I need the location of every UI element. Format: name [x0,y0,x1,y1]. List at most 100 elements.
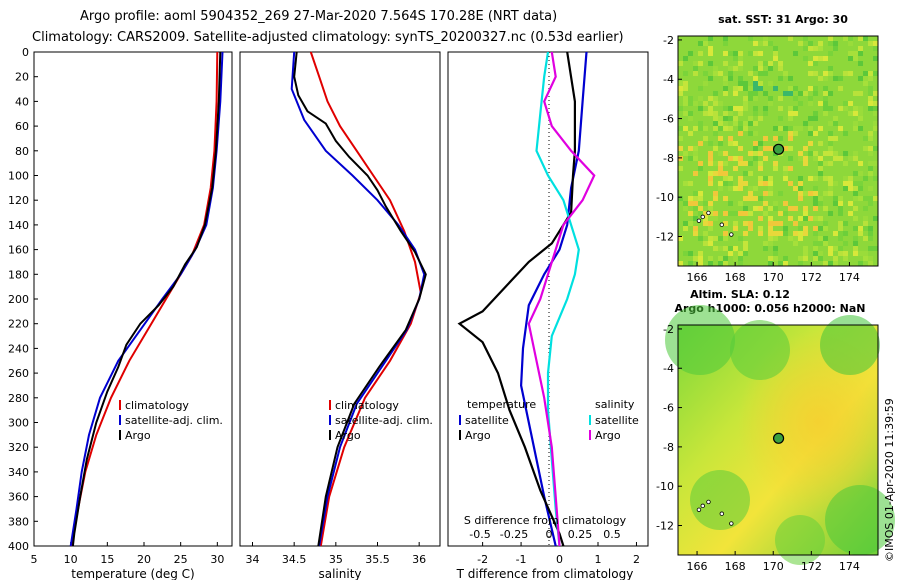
sst-cell [798,181,803,186]
sst-cell [863,136,868,141]
sst-cell [768,176,773,181]
sst-cell [738,181,743,186]
sst-cell [753,106,758,111]
sst-cell [833,46,838,51]
sst-cell [868,41,873,46]
sst-cell [828,141,833,146]
sst-cell [743,231,748,236]
sst-cell [843,81,848,86]
sst-cell [763,106,768,111]
sst-cell [803,191,808,196]
sst-cell [788,166,793,171]
sla-map-markers [696,432,785,526]
sst-cell [708,216,713,221]
difference-series [457,51,596,547]
sst-cell [748,71,753,76]
sst-cell [748,91,753,96]
sst-cell [738,56,743,61]
depth-tick-label: 160 [8,244,29,257]
sst-cell [788,141,793,146]
sst-cell [838,156,843,161]
sst-cell [693,71,698,76]
sst-cell [828,41,833,46]
sst-cell [828,136,833,141]
x-tick-label: 15 [100,553,114,566]
sst-cell [863,81,868,86]
sst-cell [773,46,778,51]
sst-cell [858,36,863,41]
sst-cell [723,161,728,166]
sst-cell [788,126,793,131]
sst-cell [828,131,833,136]
depth-tick-label: 80 [15,145,29,158]
sst-cell [858,71,863,76]
sla-map-panel: Altim. SLA: 0.12 Argo h1000: 0.056 h2000… [656,288,895,573]
sst-cell [753,41,758,46]
sst-cell [873,41,878,46]
map-x-tick-label: 170 [763,560,784,573]
legend-title-salinity: salinity [595,398,635,411]
sst-cell [808,61,813,66]
sst-cell [803,121,808,126]
sst-cell [698,86,703,91]
sst-cell [713,216,718,221]
sst-cell [708,171,713,176]
sst-cell [773,56,778,61]
sst-cell [843,156,848,161]
sst-cell [708,106,713,111]
sst-cell [753,156,758,161]
sst-cell [728,76,733,81]
sst-cell [858,226,863,231]
sst-cell [838,211,843,216]
series-argo [71,51,222,547]
sst-cell [798,226,803,231]
sst-cell [683,181,688,186]
sst-cell [858,116,863,121]
sst-cell [853,251,858,256]
sst-cell [758,166,763,171]
difference-axes-frame [447,51,649,547]
sst-cell [813,201,818,206]
sst-cell [758,226,763,231]
sst-cell [823,96,828,101]
sst-cell [698,61,703,66]
salinity-series [290,51,427,547]
depth-tick-label: 400 [8,540,29,553]
sst-cell [813,86,818,91]
island-marker [696,218,702,223]
sst-cell [713,211,718,216]
sst-cell [758,86,763,91]
sst-cell [863,221,868,226]
sst-map-frame [677,35,879,267]
sst-cell [683,151,688,156]
sst-cell [783,261,788,266]
sst-cell [823,261,828,266]
sst-cell [693,86,698,91]
sst-cell [828,51,833,56]
sst-cell [693,66,698,71]
sst-cell [703,81,708,86]
sst-cell [773,166,778,171]
sst-cell [798,41,803,46]
sst-cell [693,206,698,211]
sst-cell [828,251,833,256]
sst-cell [718,171,723,176]
sst-cell [728,71,733,76]
sst-cell [763,146,768,151]
s-diff-tick-label: -0.25 [500,528,528,541]
sst-cell [743,161,748,166]
sst-cell [738,251,743,256]
sst-cell [818,166,823,171]
sst-cell [688,101,693,106]
sst-cell [713,191,718,196]
sst-cell [833,116,838,121]
sst-cell [858,46,863,51]
sst-cell [808,86,813,91]
sst-cell [778,231,783,236]
sst-cell [788,206,793,211]
sst-cell [823,71,828,76]
sst-cell [828,211,833,216]
sst-cell [723,36,728,41]
sst-cell [688,156,693,161]
sst-cell [733,256,738,261]
